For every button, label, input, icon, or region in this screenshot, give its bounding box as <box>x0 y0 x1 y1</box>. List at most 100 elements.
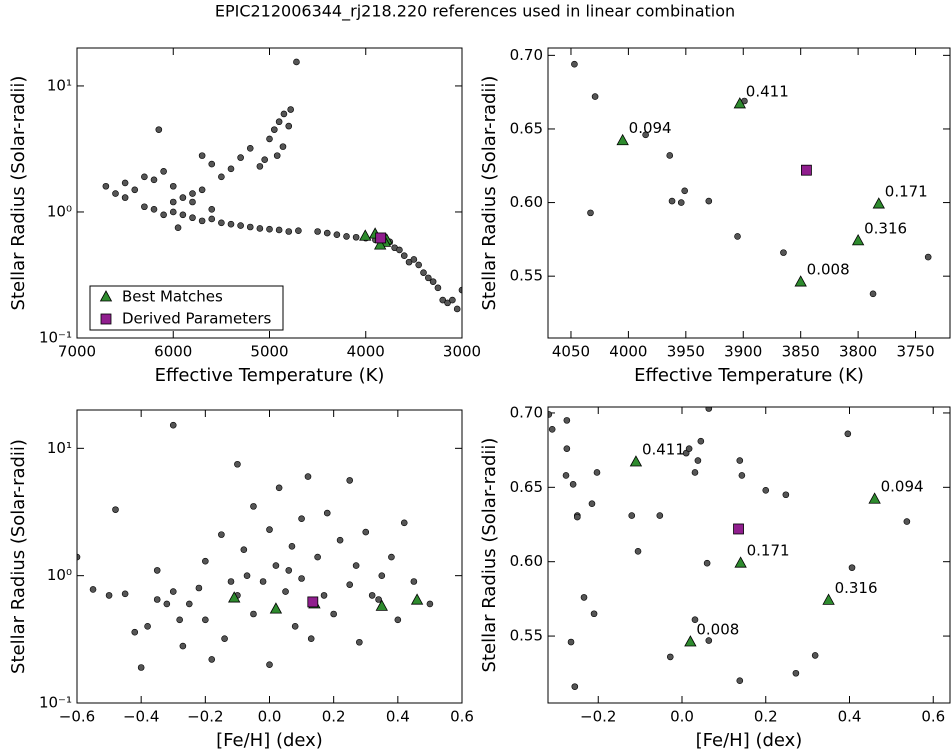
axes-frame <box>547 406 951 704</box>
point <box>198 152 206 159</box>
x-tick-label: 3000 <box>443 343 481 361</box>
point-label: 0.171 <box>885 183 928 201</box>
point <box>336 536 344 544</box>
point <box>439 296 447 304</box>
square-marker <box>375 232 387 244</box>
triangle-marker <box>359 229 372 241</box>
point <box>691 616 699 624</box>
point <box>282 588 289 595</box>
x-tick-label: 0.2 <box>754 708 778 726</box>
point <box>102 182 110 190</box>
point <box>666 653 674 661</box>
point <box>346 477 354 484</box>
point <box>275 226 283 234</box>
point <box>105 592 113 599</box>
point <box>563 417 571 424</box>
square-marker <box>733 523 744 535</box>
point <box>272 562 280 569</box>
triangle-marker <box>374 238 387 250</box>
point <box>681 187 688 195</box>
point <box>425 274 432 282</box>
x-axis-label: [Fe/H] (dex) <box>216 730 323 751</box>
x-tick-label: 3850 <box>782 343 820 361</box>
point <box>237 154 244 161</box>
point <box>275 118 283 126</box>
point <box>246 145 254 152</box>
point-label: 0.094 <box>629 119 672 137</box>
point <box>179 194 187 201</box>
y-axis-label: Stellar Radius (Solar-radii) <box>479 76 500 311</box>
y-axis-label: Stellar Radius (Solar-radii) <box>479 438 500 673</box>
axes-frame <box>76 47 463 339</box>
y-tick-label: 0.60 <box>510 193 543 211</box>
point <box>574 513 581 521</box>
point-label: 0.094 <box>881 478 924 496</box>
point <box>736 677 744 684</box>
point <box>266 526 273 533</box>
point <box>218 531 225 538</box>
point <box>261 156 268 163</box>
point-label: 0.008 <box>696 621 739 639</box>
point <box>449 296 456 304</box>
point <box>548 426 556 433</box>
figure-title: EPIC212006344_rj218.220 references used … <box>215 2 735 22</box>
point <box>295 227 302 235</box>
triangle-marker <box>733 97 746 109</box>
triangle-marker <box>410 593 424 605</box>
y-tick-label: 0.70 <box>510 46 543 64</box>
point <box>221 635 228 642</box>
x-tick-label: 3900 <box>724 343 762 361</box>
point <box>218 219 225 227</box>
point <box>112 190 119 197</box>
point <box>571 683 579 690</box>
point <box>198 186 206 194</box>
triangle-marker <box>822 593 835 605</box>
point <box>591 93 599 100</box>
point <box>208 215 216 223</box>
point <box>924 253 932 261</box>
point <box>240 546 248 553</box>
y-tick-label: 0.55 <box>510 627 543 645</box>
point <box>179 211 187 219</box>
x-tick-label: 0.0 <box>670 708 694 726</box>
point <box>256 225 264 232</box>
point <box>169 198 177 206</box>
point <box>298 515 305 523</box>
point <box>150 205 158 213</box>
point <box>160 168 167 175</box>
x-tick-label: 4000 <box>347 343 385 361</box>
x-tick-label: 0.4 <box>386 708 410 726</box>
x-tick-label: −0.6 <box>59 708 95 726</box>
point-label: 0.171 <box>747 542 790 560</box>
point <box>169 421 177 429</box>
point <box>668 197 676 205</box>
point <box>848 564 856 571</box>
point <box>588 500 596 507</box>
point <box>563 445 571 452</box>
point <box>198 217 206 225</box>
point <box>356 638 363 646</box>
point <box>163 600 171 608</box>
point <box>426 600 434 608</box>
point <box>208 205 216 213</box>
point <box>400 252 408 259</box>
y-tick-label: 10¹ <box>47 439 72 457</box>
point <box>189 214 196 222</box>
point <box>273 152 281 159</box>
point <box>444 299 451 307</box>
y-tick-label: 10⁰ <box>47 566 72 584</box>
point <box>160 211 167 219</box>
point <box>666 152 674 159</box>
point <box>227 165 235 173</box>
point <box>569 481 577 488</box>
x-tick-label: 0.2 <box>322 708 346 726</box>
point <box>121 179 129 187</box>
point <box>77 553 81 561</box>
point <box>259 578 267 585</box>
point <box>410 578 418 585</box>
y-tick-label: 0.70 <box>510 403 543 421</box>
point <box>279 143 287 150</box>
triangle-marker <box>872 197 885 209</box>
x-axis-label: Effective Temperature (K) <box>155 365 385 386</box>
point <box>227 578 235 585</box>
